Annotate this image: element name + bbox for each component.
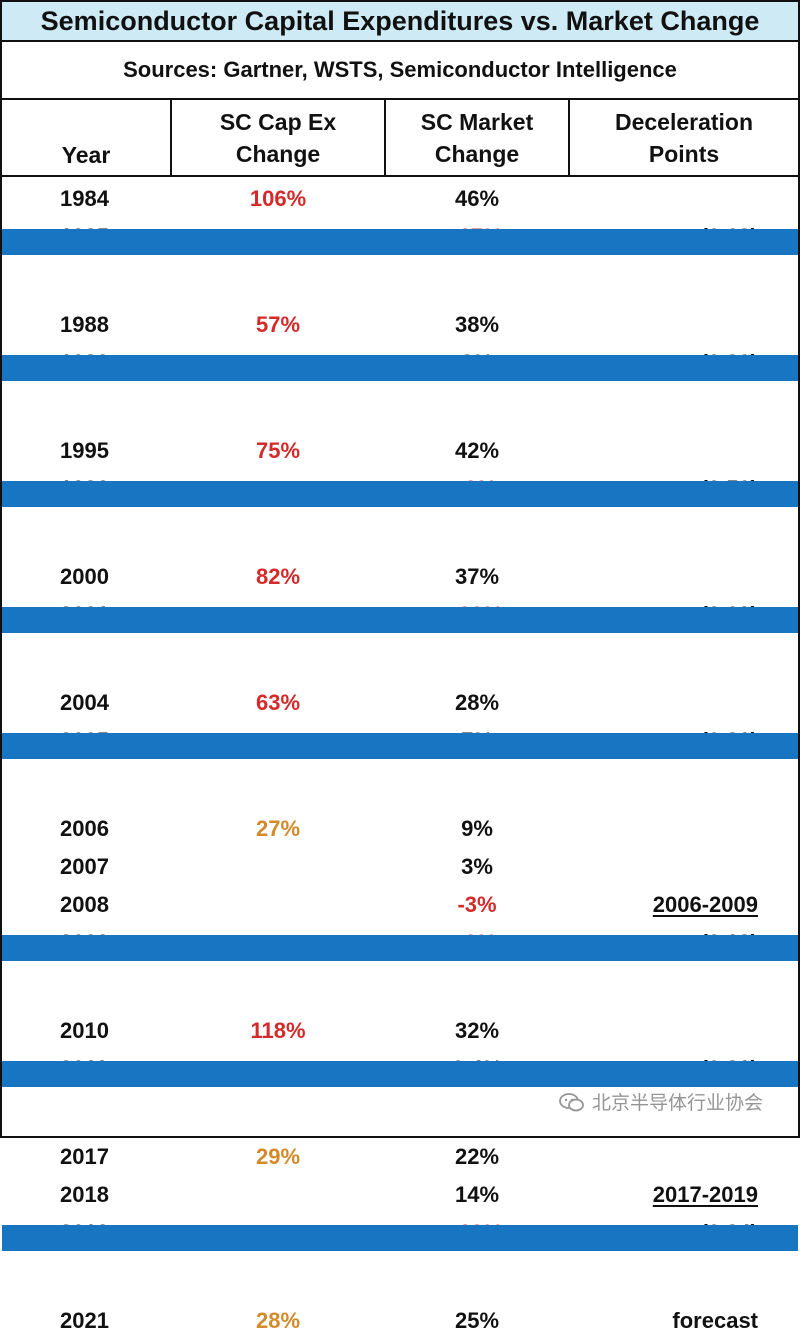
row-year: 1995 [60, 438, 109, 463]
table-title: Semiconductor Capital Expenditures vs. M… [2, 2, 798, 42]
row-year: 1984 [60, 186, 109, 211]
header-capex-line1: SC Cap Ex [219, 108, 337, 135]
row-year: 2000 [60, 564, 109, 589]
row-capex-change: 106% [249, 186, 307, 211]
header-year-label: Year [61, 142, 111, 168]
group-separator [2, 935, 798, 961]
header-market-line1: SC Market [420, 108, 534, 135]
row-capex-change: 118% [250, 1018, 306, 1043]
group-separator [2, 607, 798, 633]
row-capex-change: 28% [255, 1308, 301, 1333]
header-capex: SC Cap Ex Change [170, 100, 384, 175]
row-year: 2008 [60, 892, 109, 917]
header-decel-line2: Points [648, 140, 720, 167]
group-separator [2, 355, 798, 381]
row-year: 2004 [60, 690, 109, 715]
row-market-change: 14% [454, 1182, 500, 1207]
header-capex-line2: Change [235, 140, 321, 167]
watermark-text: 北京半导体行业协会 [592, 1093, 764, 1114]
group-separator [2, 481, 798, 507]
row-deceleration: forecast [672, 1308, 758, 1333]
wechat-icon [559, 1092, 584, 1111]
row-market-change: 38% [454, 312, 500, 337]
row-market-change: 42% [454, 438, 500, 463]
row-market-change: -3% [457, 892, 497, 917]
row-year: 2021 [60, 1308, 109, 1333]
row-year: 2007 [60, 854, 109, 879]
sources-line: Sources: Gartner, WSTS, Semiconductor In… [2, 42, 798, 100]
header-rule [2, 175, 798, 177]
row-capex-change: 57% [255, 312, 301, 337]
header-year: Year [2, 100, 170, 175]
watermark: 北京半导体行业协会 [558, 1088, 763, 1115]
row-year: 2018 [60, 1182, 109, 1207]
row-year: 2006 [60, 816, 109, 841]
row-market-change: 28% [454, 690, 500, 715]
row-market-change: 25% [454, 1308, 500, 1333]
row-market-change: 22% [454, 1144, 500, 1169]
group-separator [2, 229, 798, 255]
header-decel-line1: Deceleration [614, 108, 754, 135]
row-market-change: 3% [461, 854, 493, 879]
row-deceleration: 2017-2019 [652, 1182, 758, 1207]
group-separator [2, 1225, 798, 1251]
row-capex-change: 75% [255, 438, 301, 463]
row-capex-change: 29% [255, 1144, 301, 1169]
row-year: 1988 [60, 312, 109, 337]
row-market-change: 37% [454, 564, 500, 589]
row-capex-change: 27% [255, 816, 301, 841]
row-capex-change: 63% [255, 690, 301, 715]
header-market: SC Market Change [384, 100, 568, 175]
row-market-change: 9% [461, 816, 493, 841]
group-separator [2, 733, 798, 759]
row-deceleration: 2006-2009 [652, 892, 758, 917]
header-decel: Deceleration Points [568, 100, 798, 175]
row-year: 2017 [60, 1144, 109, 1169]
row-year: 2010 [60, 1018, 109, 1043]
row-market-change: 32% [454, 1018, 500, 1043]
row-market-change: 46% [454, 186, 500, 211]
header-market-line2: Change [434, 140, 520, 167]
row-capex-change: 82% [255, 564, 301, 589]
group-separator [2, 1061, 798, 1087]
